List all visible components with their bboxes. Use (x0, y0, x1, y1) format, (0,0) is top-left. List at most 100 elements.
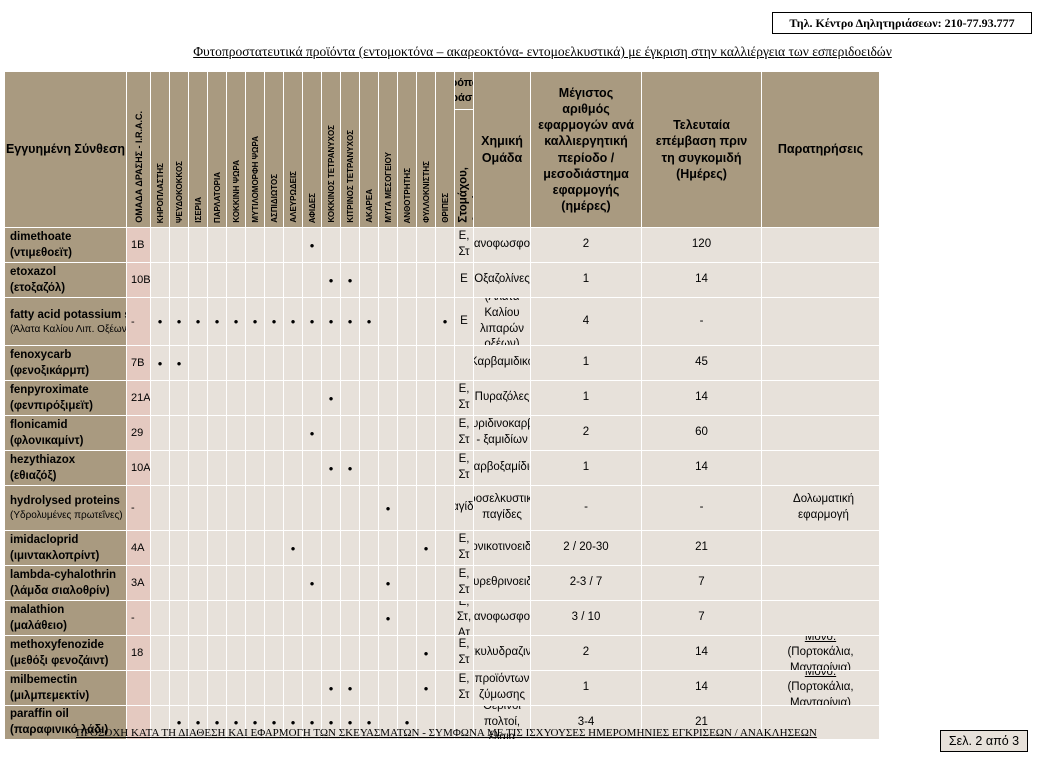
phi-cell: 7 (642, 566, 761, 600)
pesticide-table: Εγγυημένη Σύνθεση ΟΜΑΔΑ ΔΡΑΣΗΣ - I.R.A.C.… (5, 72, 1037, 739)
page-number: Σελ. 2 από 3 (940, 730, 1028, 752)
pest-cell: • (398, 706, 416, 739)
pest-cell (208, 636, 226, 670)
pest-cell (246, 451, 264, 485)
pest-cell (379, 706, 397, 739)
chemgroup-cell: Καρβαμιδικό (474, 346, 530, 380)
bullet-icon: • (423, 540, 429, 556)
pest-cell (303, 451, 321, 485)
substance-name: methoxyfenozide (10, 638, 104, 651)
pest-cell (398, 263, 416, 297)
header-pest-label: ΨΕΥΔΟΚΟΚΚΟΣ (174, 160, 184, 223)
maxapps-cell: 1 (531, 381, 641, 415)
bullet-icon: • (347, 272, 353, 288)
pest-cell (208, 346, 226, 380)
pest-cell (417, 381, 435, 415)
header-pest: ΑΚΑΡΕΑ (360, 72, 378, 227)
pest-cell (246, 636, 264, 670)
chemical-group: Πυραζόλες (474, 391, 530, 404)
bullet-icon: • (442, 314, 448, 329)
header-pest: ΘΡΙΠΕΣ (436, 72, 454, 227)
irac-code: - (131, 502, 135, 514)
maxapps-cell: 1 (531, 263, 641, 297)
pest-cell (417, 566, 435, 600)
chemical-group: Θερινοί πολτοί, έλαια (483, 706, 521, 739)
pest-cell (436, 486, 454, 530)
pest-cell (208, 671, 226, 705)
bullet-icon: • (328, 460, 334, 476)
header-pest-label: ΙΣΕΡΙΑ (193, 197, 203, 223)
pest-cell: • (379, 601, 397, 635)
pest-cell (379, 346, 397, 380)
pre-harvest-interval: 7 (698, 576, 705, 589)
phi-cell: 14 (642, 671, 761, 705)
remarks-cell (762, 531, 879, 565)
pest-cell: • (303, 416, 321, 450)
header-mode-group: Τρόπος Δράσης (455, 72, 473, 109)
pest-cell (341, 531, 359, 565)
max-applications: 1 (582, 273, 590, 286)
pest-cell (170, 601, 188, 635)
maxapps-cell: 2 (531, 228, 641, 262)
pest-cell (208, 486, 226, 530)
pest-cell (436, 636, 454, 670)
pest-cell (379, 636, 397, 670)
pre-harvest-interval: - (699, 501, 704, 514)
mode-of-action: Ε, Στ (458, 638, 470, 666)
pest-cell (246, 416, 264, 450)
chemgroup-cell: Πυριδινοκαρβο - ξαμιδίων (474, 416, 530, 450)
pest-cell (284, 381, 302, 415)
pest-cell (417, 228, 435, 262)
pest-cell (322, 346, 340, 380)
pest-cell: • (341, 671, 359, 705)
header-pest: ΜΥΓΑ ΜΕΣΟΓΕΙΟΥ (379, 72, 397, 227)
bullet-icon: • (385, 610, 391, 626)
chemgroup-cell: καρβοξαμίδια (474, 451, 530, 485)
pest-cell (284, 566, 302, 600)
irac-cell (127, 671, 150, 705)
max-applications: - (584, 501, 588, 514)
irac-cell: 7B (127, 346, 150, 380)
pest-cell (246, 346, 264, 380)
header-pest: ΚΟΚΚΙΝΗ ΨΩΡΑ (227, 72, 245, 227)
pest-cell (265, 636, 283, 670)
phi-cell: 60 (642, 416, 761, 450)
substance-cell: malathion (μαλάθειο) (5, 601, 126, 635)
substance-name: milbemectin (10, 673, 78, 686)
mode-of-action: Ε, Στ (458, 533, 470, 561)
pest-cell (246, 671, 264, 705)
pest-cell: • (265, 298, 283, 345)
pest-cell: • (246, 298, 264, 345)
pest-cell (151, 566, 169, 600)
irac-code: 18 (131, 647, 144, 659)
substance-name: fatty acid potassium sa (10, 308, 126, 321)
substance-greek-name: (λάμδα σιαλοθρίν) (10, 584, 110, 597)
pest-cell (284, 451, 302, 485)
pest-cell (436, 531, 454, 565)
pest-cell (379, 671, 397, 705)
pest-cell (246, 531, 264, 565)
pest-cell (360, 263, 378, 297)
header-pest: ΚΗΡΟΠΛΑΣΤΗΣ (151, 72, 169, 227)
substance-greek-name: (μιλμπεμεκτίν) (10, 689, 90, 702)
pest-cell (322, 601, 340, 635)
bullet-icon: • (328, 390, 334, 406)
pest-cell (265, 601, 283, 635)
pest-cell (189, 346, 207, 380)
pest-cell (360, 228, 378, 262)
header-pest-label: ΘΡΙΠΕΣ (440, 193, 450, 223)
pest-cell (189, 228, 207, 262)
bullet-icon: • (176, 314, 182, 329)
substance-greek-name: (ιμιντακλοπρίντ) (10, 549, 100, 562)
substance-greek-name: (παραφινικό λάδι) (10, 724, 109, 736)
header-pest-label: ΚΗΡΟΠΛΑΣΤΗΣ (155, 162, 165, 223)
pest-cell (322, 228, 340, 262)
max-applications: 1 (582, 391, 590, 404)
mode-cell: Παγίδες (455, 486, 473, 530)
bullet-icon: • (423, 645, 429, 661)
phi-cell: 21 (642, 706, 761, 739)
substance-name: fenoxycarb (10, 348, 72, 361)
substance-cell: fenoxycarb (φενοξικάρμπ) (5, 346, 126, 380)
chemgroup-cell: προσελκυστικές παγίδες (474, 486, 530, 530)
header-mode-sub-label: Επαφής, Στομάχου, Ατμών (455, 167, 473, 223)
